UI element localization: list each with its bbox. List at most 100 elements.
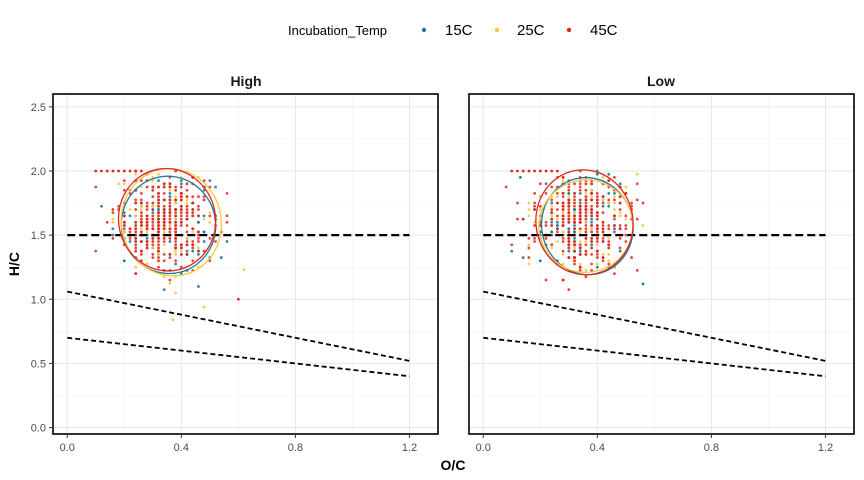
data-point	[179, 252, 183, 256]
data-point	[157, 195, 160, 199]
data-point	[202, 179, 206, 183]
data-point	[567, 240, 571, 243]
data-point	[140, 224, 143, 227]
data-point	[556, 195, 559, 199]
data-point	[174, 188, 178, 192]
data-point	[590, 240, 594, 243]
data-point	[527, 214, 531, 218]
data-point	[162, 192, 166, 195]
y-tick-labels: 0.0 0.5 1.0 1.5 2.0 2.5	[31, 102, 46, 435]
data-point	[578, 217, 582, 221]
data-point	[573, 217, 576, 221]
data-point	[168, 195, 172, 199]
legend-label-25c: 25C	[517, 22, 545, 39]
data-point	[601, 224, 605, 227]
data-point	[550, 246, 554, 250]
data-point	[544, 182, 548, 186]
data-point	[179, 211, 183, 215]
data-point	[151, 246, 155, 250]
data-point	[134, 230, 138, 234]
data-point	[567, 185, 571, 189]
data-point	[157, 227, 160, 231]
data-point	[168, 224, 172, 227]
data-point	[122, 188, 126, 192]
data-point	[538, 182, 542, 186]
data-point	[202, 305, 206, 309]
data-point	[94, 169, 98, 173]
data-point	[140, 201, 143, 205]
data-point	[573, 230, 576, 234]
data-point	[573, 243, 576, 247]
data-point	[208, 211, 212, 215]
data-point	[185, 211, 189, 215]
data-point	[117, 182, 120, 186]
data-point	[595, 201, 599, 205]
data-point	[521, 169, 525, 173]
data-point	[550, 169, 554, 173]
data-point	[613, 217, 616, 221]
data-point	[590, 224, 594, 227]
data-point	[179, 195, 183, 199]
data-point	[111, 211, 115, 215]
data-point	[168, 208, 172, 211]
data-point	[516, 201, 519, 205]
data-point	[94, 249, 98, 253]
data-point	[613, 227, 616, 231]
data-point	[550, 208, 554, 211]
data-point	[584, 220, 588, 224]
data-point	[613, 224, 616, 227]
data-point	[128, 208, 132, 211]
data-point	[561, 204, 565, 208]
confidence-ellipse	[117, 167, 217, 272]
data-point	[567, 198, 571, 202]
data-point	[185, 243, 189, 247]
data-point	[140, 230, 143, 234]
data-point	[128, 214, 132, 218]
data-point	[567, 211, 571, 215]
data-point	[601, 252, 605, 256]
data-point	[584, 252, 588, 256]
data-point	[601, 220, 605, 224]
data-point	[573, 236, 576, 240]
data-point	[544, 169, 548, 173]
data-point	[624, 185, 628, 189]
data-point	[550, 220, 554, 224]
data-point	[134, 214, 138, 218]
data-point	[567, 227, 571, 231]
data-point	[202, 195, 206, 199]
data-point	[202, 230, 206, 234]
data-point	[618, 214, 622, 218]
data-point	[527, 201, 531, 205]
data-point	[157, 211, 160, 215]
data-point	[578, 220, 582, 224]
x-axis-title: O/C	[441, 457, 466, 473]
data-point	[573, 227, 576, 231]
data-point	[162, 217, 166, 221]
data-point	[601, 230, 605, 234]
data-point	[527, 236, 531, 240]
data-point	[197, 240, 200, 243]
data-point	[556, 224, 559, 227]
data-point	[567, 204, 571, 208]
data-point	[157, 204, 160, 208]
data-point	[607, 192, 611, 195]
data-point	[151, 179, 155, 183]
y-tick-label: 1.5	[31, 230, 46, 242]
data-point	[635, 217, 639, 221]
data-point	[157, 192, 160, 195]
data-point	[122, 182, 126, 186]
data-point	[185, 195, 189, 199]
data-point	[584, 275, 588, 279]
data-point	[516, 169, 519, 173]
data-point	[590, 220, 594, 224]
data-point	[225, 192, 229, 195]
data-point	[219, 256, 223, 259]
data-point	[556, 240, 559, 243]
data-point	[613, 214, 616, 218]
data-point	[567, 236, 571, 240]
x-tick-label: 0.4	[174, 442, 189, 454]
data-point	[573, 192, 576, 195]
data-point	[561, 236, 565, 240]
data-point	[185, 240, 189, 243]
data-point	[538, 259, 542, 263]
